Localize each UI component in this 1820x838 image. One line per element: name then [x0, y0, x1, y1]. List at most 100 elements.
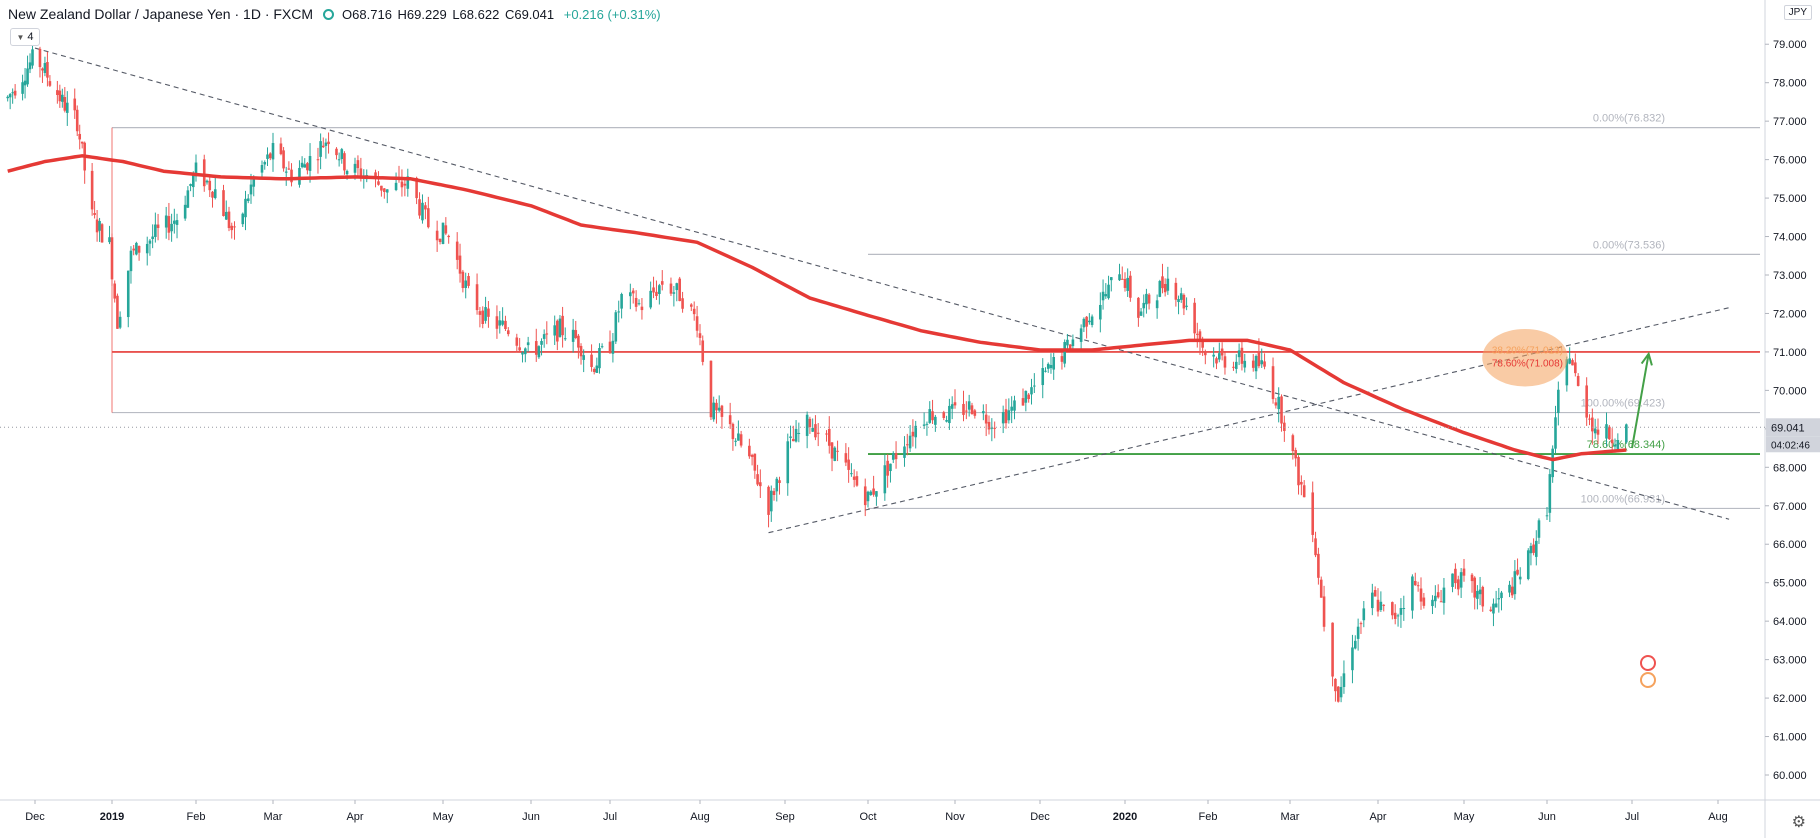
price-tick-label: 72.000: [1773, 308, 1807, 320]
candle-body: [110, 237, 114, 280]
candle-body: [126, 270, 130, 318]
candle-body: [1088, 320, 1091, 323]
candle-body: [1317, 553, 1320, 578]
candle-body: [590, 354, 593, 367]
candle-body: [805, 414, 809, 436]
candle-body: [850, 473, 853, 475]
open-value: O68.716: [342, 6, 392, 22]
candle-body: [1399, 607, 1403, 615]
candle-body: [592, 368, 596, 372]
candle-body: [1147, 294, 1151, 304]
price-tick-label: 73.000: [1773, 270, 1807, 282]
candle-body: [1033, 385, 1036, 387]
candle-body: [1478, 589, 1482, 595]
candle-body: [1494, 603, 1498, 608]
candle-body: [1548, 474, 1552, 513]
candle-body: [65, 102, 69, 113]
candle-body: [230, 225, 234, 231]
candle-body: [298, 167, 301, 185]
candle-body: [1616, 440, 1620, 450]
candle-body: [1319, 579, 1323, 598]
candle-body: [148, 240, 152, 244]
interval-badge[interactable]: ▼ 4: [10, 28, 40, 46]
candle-body: [698, 333, 702, 338]
candle-body: [1402, 608, 1406, 610]
candle-body: [1021, 398, 1025, 406]
symbol-title[interactable]: New Zealand Dollar / Japanese Yen · 1D ·…: [8, 6, 314, 22]
candle-body: [1379, 601, 1383, 610]
price-tick-label: 67.000: [1773, 501, 1807, 513]
candle-body: [1481, 586, 1485, 607]
candle-body: [772, 491, 776, 495]
candle-body: [1585, 385, 1588, 418]
candle-body: [769, 490, 773, 512]
candle-body: [316, 159, 320, 161]
candle-body: [1362, 608, 1366, 621]
gear-icon[interactable]: ⚙: [1791, 814, 1806, 831]
last-price-box: [1766, 418, 1820, 437]
candle-body: [669, 283, 673, 294]
time-tick-label: May: [1454, 811, 1475, 823]
candle-body: [1492, 603, 1495, 614]
candle-body: [1476, 590, 1479, 599]
currency-label[interactable]: JPY: [1783, 5, 1812, 20]
candle-body: [1588, 418, 1591, 420]
time-tick-label: Feb: [187, 811, 206, 823]
candle-body: [672, 292, 676, 294]
candle-body: [1063, 342, 1066, 364]
candle-body: [970, 405, 974, 415]
candle-body: [1158, 281, 1162, 297]
candle-body: [582, 355, 585, 360]
candle-body: [1413, 580, 1417, 586]
candle-body: [43, 63, 47, 73]
time-tick-label: Aug: [690, 811, 710, 823]
candle-body: [356, 160, 360, 169]
candle-body: [308, 156, 312, 171]
candle-body: [709, 360, 713, 418]
candle-body: [1545, 515, 1549, 517]
price-tick-label: 68.000: [1773, 462, 1807, 474]
candle-body: [934, 416, 937, 425]
candle-body: [973, 410, 977, 416]
candle-body: [1534, 540, 1538, 557]
candle-body: [8, 94, 12, 98]
candle-body: [574, 330, 578, 338]
candle-body: [406, 176, 410, 189]
candle-body: [1396, 615, 1400, 617]
candle-body: [1182, 294, 1186, 309]
candle-body: [748, 445, 751, 457]
candle-body: [903, 446, 906, 458]
candle-body: [637, 303, 641, 305]
candle-body: [1391, 602, 1394, 616]
candle-body: [869, 491, 873, 496]
candle-body: [61, 94, 64, 102]
candle-body: [1373, 590, 1377, 597]
price-tick-label: 61.000: [1773, 732, 1807, 744]
candle-body: [701, 340, 705, 362]
candle-body: [1605, 424, 1608, 439]
candle-body: [816, 432, 820, 434]
time-tick-label: Feb: [1199, 811, 1218, 823]
candle-body: [1280, 396, 1283, 424]
candle-body: [827, 428, 831, 446]
time-tick-label: Dec: [1030, 811, 1050, 823]
candle-body: [461, 271, 465, 289]
candle-body: [1243, 360, 1247, 368]
candle-body: [692, 308, 696, 315]
candle-body: [6, 96, 9, 99]
candle-body: [186, 190, 190, 208]
candle-body: [515, 337, 519, 346]
candle-body: [1436, 592, 1440, 598]
candle-body: [385, 189, 389, 193]
candle-body: [1107, 284, 1110, 299]
candle-body: [455, 241, 459, 260]
time-tick-label: Jul: [603, 811, 617, 823]
candle-body: [1220, 348, 1224, 356]
candle-body: [1263, 361, 1266, 367]
candle-body: [156, 224, 160, 228]
candle-body: [778, 480, 781, 483]
candle-body: [249, 184, 253, 195]
candle-body: [540, 340, 543, 345]
candle-body: [524, 348, 527, 355]
